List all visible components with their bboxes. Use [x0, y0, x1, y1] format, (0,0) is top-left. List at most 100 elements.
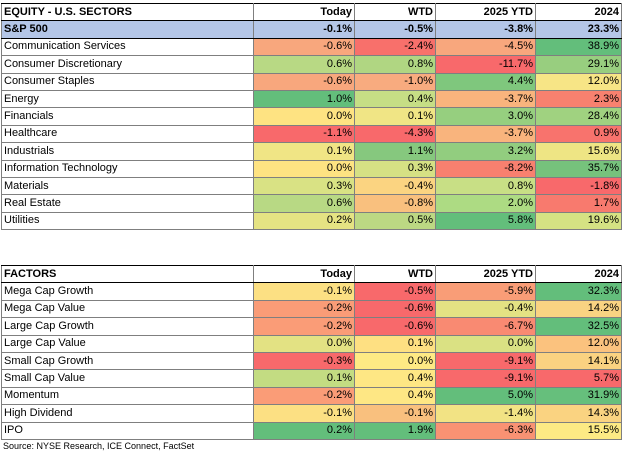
table-row: Small Cap Growth -0.3% 0.0% -9.1% 14.1% — [1, 351, 622, 371]
cell-today: 1.0% — [253, 89, 355, 109]
cell-2024: 12.0% — [535, 72, 622, 91]
cell-ytd: -6.3% — [435, 421, 536, 440]
cell-today: -1.1% — [253, 124, 355, 144]
benchmark-row: S&P 500 -0.1% -0.5% -3.8% 23.3% — [1, 20, 622, 39]
row-label: IPO — [1, 421, 254, 440]
table-row: Financials 0.0% 0.1% 3.0% 28.4% — [1, 107, 622, 126]
cell-2024: 0.9% — [535, 124, 622, 144]
cell-2024: 31.9% — [535, 386, 622, 406]
cell-2024: 15.6% — [535, 142, 622, 161]
table-row: Real Estate 0.6% -0.8% 2.0% 1.7% — [1, 194, 622, 213]
cell-2024: 32.5% — [535, 317, 622, 336]
row-label: Large Cap Value — [1, 334, 254, 353]
row-label: High Dividend — [1, 404, 254, 423]
cell-2024: 14.3% — [535, 404, 622, 423]
cell-wtd: 0.4% — [354, 89, 436, 109]
benchmark-ytd: -3.8% — [435, 20, 536, 39]
cell-ytd: 2.0% — [435, 194, 536, 213]
cell-2024: 14.2% — [535, 299, 622, 319]
table-row: Utilities 0.2% 0.5% 5.8% 19.6% — [1, 211, 622, 231]
row-label: Financials — [1, 107, 254, 126]
table-row: Momentum -0.2% 0.4% 5.0% 31.9% — [1, 386, 622, 406]
cell-wtd: -0.1% — [354, 404, 436, 423]
cell-ytd: -1.4% — [435, 404, 536, 423]
cell-wtd: 0.1% — [354, 107, 436, 126]
row-label: Mega Cap Growth — [1, 282, 254, 301]
cell-wtd: -0.5% — [354, 282, 436, 301]
cell-wtd: -0.6% — [354, 299, 436, 319]
row-label: Mega Cap Value — [1, 299, 254, 319]
cell-ytd: -9.1% — [435, 369, 536, 388]
col-header-2024: 2024 — [535, 2, 622, 22]
cell-2024: 28.4% — [535, 107, 622, 126]
cell-wtd: 1.9% — [354, 421, 436, 440]
row-label: Consumer Staples — [1, 72, 254, 91]
table-row: High Dividend -0.1% -0.1% -1.4% 14.3% — [1, 404, 622, 423]
cell-2024: 32.3% — [535, 282, 622, 301]
cell-ytd: 3.0% — [435, 107, 536, 126]
cell-ytd: -4.5% — [435, 37, 536, 57]
cell-ytd: 0.0% — [435, 334, 536, 353]
row-label: Utilities — [1, 211, 254, 231]
col-header-today: Today — [253, 2, 355, 22]
cell-wtd: 0.4% — [354, 369, 436, 388]
benchmark-2024: 23.3% — [535, 20, 622, 39]
cell-wtd: 0.3% — [354, 159, 436, 178]
row-label: Industrials — [1, 142, 254, 161]
cell-wtd: -0.6% — [354, 317, 436, 336]
cell-2024: 1.7% — [535, 194, 622, 213]
cell-2024: 14.1% — [535, 351, 622, 371]
cell-today: 0.3% — [253, 176, 355, 196]
cell-2024: 2.3% — [535, 89, 622, 109]
cell-2024: 38.9% — [535, 37, 622, 57]
cell-today: 0.0% — [253, 159, 355, 178]
table-row: Mega Cap Growth -0.1% -0.5% -5.9% 32.3% — [1, 282, 622, 301]
table-row: Industrials 0.1% 1.1% 3.2% 15.6% — [1, 142, 622, 161]
cell-wtd: 1.1% — [354, 142, 436, 161]
cell-2024: 29.1% — [535, 55, 622, 74]
row-label: Large Cap Growth — [1, 317, 254, 336]
cell-wtd: 0.4% — [354, 386, 436, 406]
source-note: Source: NYSE Research, ICE Connect, Fact… — [3, 441, 195, 451]
row-label: Information Technology — [1, 159, 254, 178]
col-header-ytd: 2025 YTD — [435, 2, 536, 22]
row-label: Momentum — [1, 386, 254, 406]
cell-ytd: -0.4% — [435, 299, 536, 319]
cell-wtd: 0.8% — [354, 55, 436, 74]
benchmark-label: S&P 500 — [1, 20, 254, 39]
row-label: Materials — [1, 176, 254, 196]
cell-2024: 15.5% — [535, 421, 622, 440]
table-row: Healthcare -1.1% -4.3% -3.7% 0.9% — [1, 124, 622, 144]
cell-today: 0.1% — [253, 142, 355, 161]
cell-today: -0.2% — [253, 386, 355, 406]
sectors-table: EQUITY - U.S. SECTORS Today WTD 2025 YTD… — [1, 2, 622, 231]
cell-ytd: 0.8% — [435, 176, 536, 196]
factors-header-row: FACTORS Today WTD 2025 YTD 2024 — [1, 264, 622, 284]
cell-ytd: -3.7% — [435, 89, 536, 109]
cell-ytd: 5.8% — [435, 211, 536, 231]
cell-wtd: 0.1% — [354, 334, 436, 353]
row-label: Consumer Discretionary — [1, 55, 254, 74]
cell-wtd: 0.5% — [354, 211, 436, 231]
col-header-wtd: WTD — [354, 264, 436, 284]
table-row: Energy 1.0% 0.4% -3.7% 2.3% — [1, 89, 622, 109]
factors-title: FACTORS — [1, 264, 254, 284]
cell-2024: 12.0% — [535, 334, 622, 353]
col-header-today: Today — [253, 264, 355, 284]
cell-ytd: -5.9% — [435, 282, 536, 301]
cell-ytd: -6.7% — [435, 317, 536, 336]
cell-today: -0.1% — [253, 404, 355, 423]
sectors-header-row: EQUITY - U.S. SECTORS Today WTD 2025 YTD… — [1, 2, 622, 22]
cell-today: 0.1% — [253, 369, 355, 388]
table-row: Small Cap Value 0.1% 0.4% -9.1% 5.7% — [1, 369, 622, 388]
table-row: Communication Services -0.6% -2.4% -4.5% 38.… — [1, 37, 622, 57]
row-label: Real Estate — [1, 194, 254, 213]
cell-wtd: -0.8% — [354, 194, 436, 213]
cell-today: 0.0% — [253, 334, 355, 353]
table-row: Consumer Discretionary 0.6% 0.8% -11.7% 29.1… — [1, 55, 622, 74]
cell-ytd: 3.2% — [435, 142, 536, 161]
sectors-title: EQUITY - U.S. SECTORS — [1, 2, 254, 22]
cell-today: -0.3% — [253, 351, 355, 371]
table-row: Materials 0.3% -0.4% 0.8% -1.8% — [1, 176, 622, 196]
factors-table: FACTORS Today WTD 2025 YTD 2024 Mega Cap… — [1, 264, 622, 440]
